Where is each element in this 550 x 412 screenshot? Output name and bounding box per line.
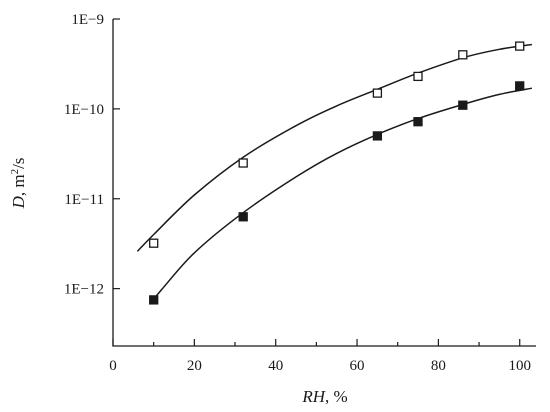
filled-square-point — [413, 117, 423, 127]
y-tick-label: 1E−11 — [64, 192, 104, 208]
fit-curve-2 — [149, 87, 533, 305]
x-tick-label: 60 — [350, 358, 365, 374]
data-points — [149, 41, 525, 305]
y-tick-label: 1E−12 — [64, 282, 104, 298]
filled-square-point — [238, 212, 248, 222]
y-tick-label: 1E−10 — [64, 102, 104, 118]
x-axis-title: RH, % — [301, 387, 347, 406]
filled-square-point — [149, 295, 159, 305]
x-tick-label: 80 — [431, 358, 446, 374]
filled-square-point — [372, 131, 383, 141]
axes — [112, 19, 536, 347]
x-tick-label: 40 — [268, 358, 283, 374]
y-axis-title: D, m2/s — [9, 158, 28, 210]
fit-curve-1 — [136, 43, 533, 252]
open-square-point — [149, 238, 159, 248]
x-tick-label: 20 — [187, 358, 202, 374]
y-axis-ticks: 1E−12 1E−11 1E−10 1E−9 — [64, 12, 120, 298]
x-tick-label: 0 — [109, 358, 117, 374]
x-axis-ticks: 0 20 40 60 80 100 — [109, 339, 531, 374]
y-tick-label: 1E−9 — [71, 12, 104, 28]
x-tick-label: 100 — [508, 358, 531, 374]
open-square-point — [515, 41, 525, 51]
open-square-point — [238, 158, 248, 168]
axis-frame — [112, 19, 536, 347]
open-square-point — [372, 88, 383, 98]
fit-curves — [136, 43, 533, 305]
open-square-point — [413, 71, 423, 82]
open-square-point — [458, 50, 468, 60]
filled-square-point — [458, 100, 468, 110]
filled-square-point — [515, 81, 525, 91]
